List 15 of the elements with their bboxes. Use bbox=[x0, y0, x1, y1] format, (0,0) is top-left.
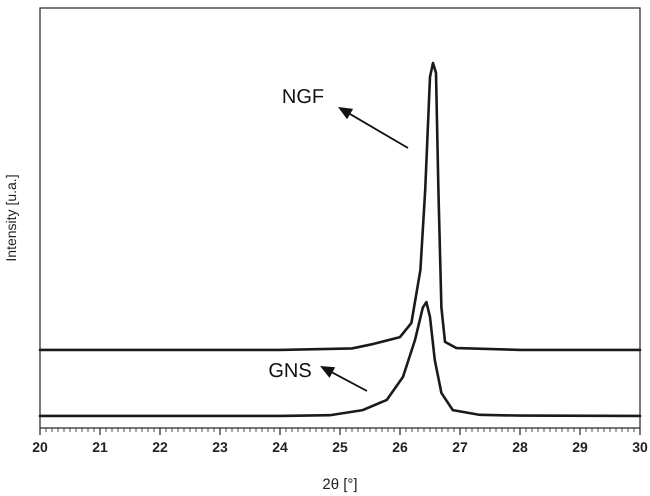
x-tick-label: 20 bbox=[32, 439, 48, 455]
x-tick-label: 23 bbox=[212, 439, 228, 455]
x-tick-label: 27 bbox=[452, 439, 468, 455]
y-axis-title: Intensity [u.a.] bbox=[3, 174, 19, 262]
x-axis-title: 2θ [°] bbox=[322, 476, 358, 493]
x-tick-label: 28 bbox=[512, 439, 528, 455]
x-tick-label: 22 bbox=[152, 439, 168, 455]
x-tick-label: 25 bbox=[332, 439, 348, 455]
x-tick-label: 29 bbox=[572, 439, 588, 455]
annotation: GNS bbox=[268, 360, 312, 382]
x-tick-label: 21 bbox=[92, 439, 108, 455]
x-tick-label: 26 bbox=[392, 439, 408, 455]
x-tick-label: 30 bbox=[632, 439, 648, 455]
annotation: NGF bbox=[282, 86, 324, 108]
x-tick-label: 24 bbox=[272, 439, 288, 455]
